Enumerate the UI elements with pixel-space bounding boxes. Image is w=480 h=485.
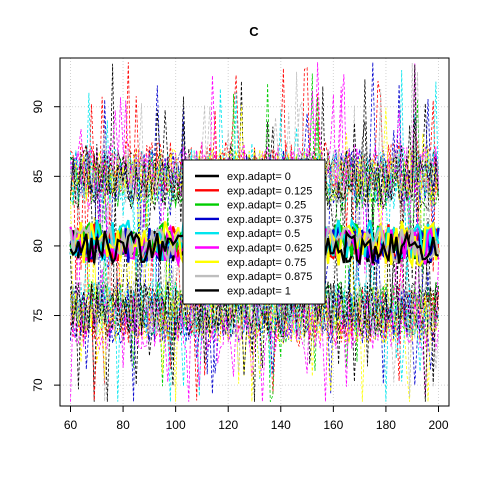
legend-label: exp.adapt= 0.125 [227,185,312,197]
legend-label: exp.adapt= 0.5 [227,228,300,240]
series-band-upper [70,67,439,266]
x-tick-label: 100 [166,418,186,432]
series-band-lower [70,191,439,402]
series-band-lower [70,192,439,402]
y-tick-label: 85 [31,169,45,183]
legend-label: exp.adapt= 0.375 [227,214,312,226]
series-band-upper [70,133,439,293]
series-band-lower [70,206,439,402]
x-tick-label: 120 [218,418,238,432]
x-tick-label: 200 [428,418,448,432]
series-band-lower [70,197,439,402]
x-axis: 60 80 100 120 140 160 180 200 [64,406,449,432]
plot-frame [59,57,450,407]
series-band-lower [70,217,439,402]
y-tick-label: 70 [31,378,45,392]
series-band-upper [70,93,439,274]
series-band-lower [70,238,439,390]
legend-label: exp.adapt= 0.75 [227,257,306,269]
legend-label: exp.adapt= 1 [227,285,291,297]
chart-title: C [249,24,259,39]
series-band-upper [70,63,439,292]
y-tick-label: 90 [31,100,45,114]
x-tick-label: 160 [323,418,343,432]
legend-label: exp.adapt= 0.25 [227,200,306,212]
legend-label: exp.adapt= 0 [227,171,291,183]
y-tick-label: 75 [31,309,45,323]
y-axis: 70 75 80 85 90 [31,100,60,392]
y-tick-label: 80 [31,239,45,253]
legend: exp.adapt= 0 exp.adapt= 0.125 exp.adapt= 0… [182,159,326,305]
x-tick-label: 60 [64,418,78,432]
x-tick-label: 80 [116,418,130,432]
series-band-lower [70,225,439,394]
series-band-upper [70,71,439,279]
x-tick-label: 140 [271,418,291,432]
series-band-upper [70,62,439,285]
legend-label: exp.adapt= 0.625 [227,243,312,255]
series-band-lower [70,202,439,402]
x-tick-label: 180 [376,418,396,432]
series-band-lower [70,191,439,402]
legend-label: exp.adapt= 0.875 [227,271,312,283]
